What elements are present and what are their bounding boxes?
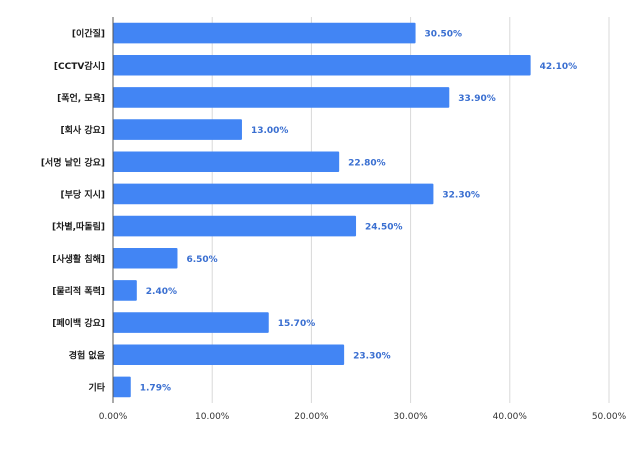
bar [113,54,531,76]
grid-lines [211,17,610,403]
bar [113,312,269,333]
value-label: 30.50% [425,30,463,40]
value-label: 2.40% [146,287,177,297]
value-label: 33.90% [458,94,496,104]
bar [113,87,450,108]
category-label: [CCTV감시] [54,60,105,72]
category-label: [사생활 침해] [52,253,105,265]
value-label: 32.30% [442,190,480,200]
value-label: 24.50% [365,223,403,233]
category-label: [이간질] [72,28,105,40]
x-axis-ticks: 0.00% 10.00% 20.00% 30.00% 40.00% 50.00% [99,412,627,422]
bar [113,183,434,205]
bar [113,119,242,140]
category-label: [부당 지시] [61,188,105,200]
value-label: 1.79% [140,383,171,393]
category-label: [물리적 폭력] [52,285,105,297]
bar [113,344,345,366]
bar [113,22,416,44]
x-tick-label: 50.00% [592,412,627,422]
category-label: [회사 강요] [61,124,105,136]
x-tick-label: 20.00% [294,412,329,422]
value-label: 6.50% [186,255,217,265]
value-label: 22.80% [348,158,386,168]
bar [113,280,137,301]
bar [113,376,131,398]
category-label: [차별,따돌림] [52,221,105,233]
x-tick-label: 0.00% [99,412,128,422]
x-tick-label: 10.00% [195,412,230,422]
category-label: [폭언, 모욕] [57,92,105,104]
bar [113,247,178,269]
value-label: 42.10% [540,62,578,72]
value-label: 15.70% [278,319,316,329]
value-label: 13.00% [251,126,289,136]
category-label: [페이백 강요] [52,317,105,329]
bar [113,151,340,173]
x-tick-label: 30.00% [393,412,428,422]
x-tick-label: 40.00% [493,412,528,422]
category-label: 기타 [88,381,105,393]
bars [113,22,531,398]
labels: [이간질] 30.50% [CCTV감시] 42.10% [폭언, 모욕] 33.90% [… [41,28,577,394]
category-label: [서명 날인 강요] [41,156,105,168]
category-label: 경험 없음 [69,349,105,361]
value-label: 23.30% [353,351,391,361]
bar [113,215,357,237]
